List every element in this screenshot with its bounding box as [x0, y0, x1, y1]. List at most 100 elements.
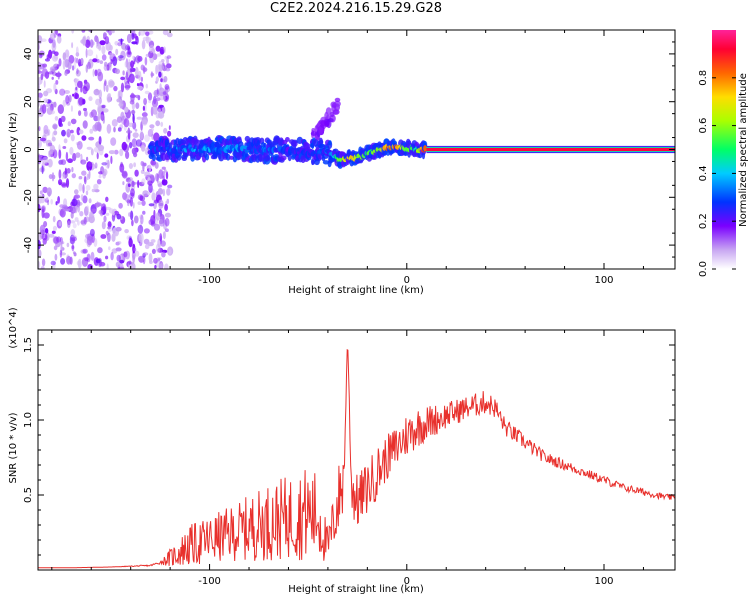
noise-blob: [122, 70, 125, 76]
noise-blob: [134, 66, 139, 77]
noise-blob: [45, 104, 51, 108]
noise-blob: [42, 186, 48, 194]
noise-blob: [39, 190, 43, 195]
noise-blob: [56, 35, 62, 44]
noise-blob: [70, 129, 74, 134]
noise-blob: [113, 210, 120, 216]
noise-blob: [82, 184, 85, 194]
noise-blob: [56, 64, 60, 70]
noise-blob: [80, 249, 87, 254]
noise-blob: [77, 204, 81, 213]
ridge-halo-blob: [177, 154, 182, 161]
noise-blob: [55, 201, 58, 206]
snr-marks: [38, 348, 675, 569]
noise-blob: [91, 208, 97, 213]
noise-blob: [72, 93, 75, 97]
noise-blob: [165, 67, 171, 72]
colorbar-gradient: [712, 30, 736, 269]
noise-blob: [104, 36, 110, 45]
noise-blob: [84, 176, 87, 185]
noise-blob: [43, 98, 49, 104]
noise-blob: [82, 248, 88, 254]
noise-blob: [98, 261, 106, 267]
noise-blob: [111, 248, 118, 254]
side-feature-blob: [334, 97, 341, 102]
noise-blob: [120, 111, 125, 121]
x-tick-label: -100: [198, 275, 221, 286]
noise-blob: [144, 90, 150, 95]
noise-blob: [69, 146, 74, 155]
noise-blob: [52, 39, 56, 48]
side-feature-blob: [324, 120, 330, 128]
noise-blob: [128, 163, 133, 169]
noise-blob: [145, 83, 148, 89]
noise-blob: [60, 258, 66, 265]
spectrogram-marks: [38, 30, 675, 269]
spectrogram-y-axis-label: Frequency (Hz): [8, 112, 19, 188]
colorbar-label: Normalized spectral amplitude: [738, 73, 749, 227]
noise-blob: [51, 76, 54, 80]
noise-blob: [124, 229, 129, 234]
colorbar: 0.0 0.2 0.4 0.6 0.8 Normalized spectral ampl…: [698, 30, 749, 277]
noise-blob: [67, 158, 73, 163]
noise-blob: [60, 241, 65, 245]
noise-blob: [150, 239, 156, 243]
noise-blob: [84, 206, 89, 217]
noise-blob: [118, 202, 123, 209]
noise-blob: [151, 99, 159, 108]
noise-blob: [148, 164, 152, 173]
noise-blob: [86, 253, 91, 263]
noise-blob: [129, 99, 135, 105]
noise-blob: [78, 129, 84, 135]
noise-blob: [83, 110, 88, 117]
noise-blob: [64, 167, 67, 175]
noise-blob: [161, 251, 166, 258]
noise-blob: [75, 57, 79, 64]
noise-blob: [157, 188, 164, 195]
noise-blob: [131, 41, 138, 45]
noise-blob: [54, 88, 58, 95]
ridge-halo-blob: [160, 152, 167, 161]
noise-blob: [142, 252, 149, 256]
noise-blob: [62, 59, 66, 70]
noise-blob: [140, 214, 144, 225]
noise-blob: [60, 115, 66, 123]
noise-blob: [129, 94, 136, 98]
noise-blob: [148, 253, 153, 263]
noise-blob: [52, 215, 56, 223]
noise-blob: [101, 45, 106, 55]
noise-blob: [49, 66, 57, 73]
noise-blob: [128, 236, 132, 240]
noise-blob: [98, 209, 104, 215]
noise-blob: [67, 121, 71, 127]
noise-blob: [116, 254, 121, 262]
noise-blob: [42, 156, 49, 164]
noise-blob: [48, 174, 53, 180]
noise-blob: [56, 236, 62, 243]
noise-blob: [97, 112, 101, 123]
noise-blob: [51, 41, 57, 52]
noise-blob: [157, 181, 162, 187]
noise-blob: [140, 64, 145, 71]
noise-blob: [59, 252, 66, 256]
noise-blob: [160, 235, 162, 245]
noise-blob: [84, 257, 89, 262]
noise-blob: [143, 98, 148, 105]
noise-blob: [162, 188, 166, 197]
snr-x-axis-label: Height of straight line (km): [288, 584, 424, 595]
noise-blob: [39, 54, 43, 59]
noise-blob: [55, 242, 61, 248]
noise-blob: [72, 223, 77, 229]
noise-blob: [162, 91, 167, 95]
noise-blob: [40, 38, 47, 42]
noise-blob: [39, 104, 44, 112]
noise-blob: [134, 250, 140, 257]
noise-blob: [125, 151, 130, 159]
noise-blob: [82, 195, 88, 204]
noise-blob: [86, 205, 89, 212]
noise-blob: [126, 33, 132, 44]
snr-y-axis-label: SNR (10 * v/v): [8, 412, 19, 483]
noise-blob: [112, 56, 118, 67]
noise-blob: [124, 194, 130, 202]
noise-blob: [121, 141, 128, 151]
